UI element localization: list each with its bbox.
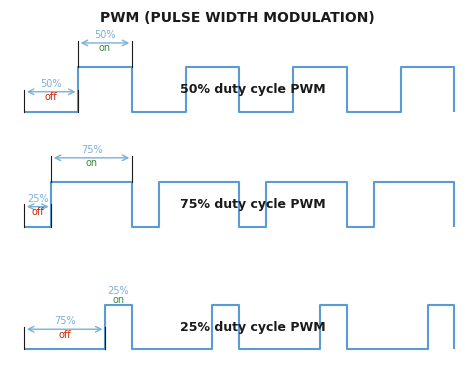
Text: 50%: 50%	[40, 79, 62, 89]
Text: PWM (PULSE WIDTH MODULATION): PWM (PULSE WIDTH MODULATION)	[100, 11, 374, 26]
Text: 50% duty cycle PWM: 50% duty cycle PWM	[180, 83, 326, 96]
Text: on: on	[99, 43, 111, 53]
Text: off: off	[58, 330, 71, 340]
Text: 25%: 25%	[27, 194, 49, 204]
Text: on: on	[85, 158, 98, 168]
Text: 25% duty cycle PWM: 25% duty cycle PWM	[180, 321, 326, 334]
Text: off: off	[45, 92, 57, 102]
Text: 75% duty cycle PWM: 75% duty cycle PWM	[180, 198, 326, 211]
Text: 25%: 25%	[108, 286, 129, 296]
Text: 75%: 75%	[81, 145, 102, 155]
Text: 75%: 75%	[54, 316, 75, 326]
Text: off: off	[31, 207, 44, 217]
Text: 50%: 50%	[94, 30, 116, 40]
Text: on: on	[112, 295, 125, 305]
